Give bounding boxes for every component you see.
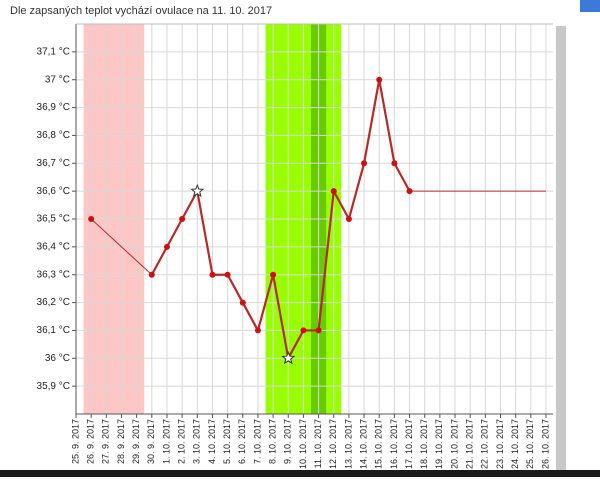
data-point xyxy=(88,216,95,222)
x-tick-label: 20. 10. 2017 xyxy=(449,419,459,469)
x-tick-label: 24. 10. 2017 xyxy=(510,419,520,469)
y-tick-label: 36,8 °C xyxy=(37,130,70,141)
y-tick-label: 37 °C xyxy=(45,74,70,85)
star-point xyxy=(281,350,296,365)
x-tick-label: 2. 10. 2017 xyxy=(177,419,187,464)
x-tick-label: 9. 10. 2017 xyxy=(283,419,293,464)
x-tick-label: 30. 9. 2017 xyxy=(146,419,156,464)
y-tick-label: 36,2 °C xyxy=(37,297,70,308)
x-tick-label: 1. 10. 2017 xyxy=(161,419,171,464)
data-point xyxy=(300,327,307,334)
y-tick-label: 36,1 °C xyxy=(37,325,70,336)
y-tick-label: 36,7 °C xyxy=(37,158,70,169)
x-tick-label: 25. 9. 2017 xyxy=(70,419,80,464)
y-tick-label: 35,9 °C xyxy=(37,381,70,392)
x-tick-label: 22. 10. 2017 xyxy=(480,419,490,469)
x-tick-label: 26. 10. 2017 xyxy=(540,419,550,469)
data-point xyxy=(148,271,155,278)
gap-connector xyxy=(90,218,153,276)
taskbar xyxy=(0,470,600,477)
x-tick-label: 13. 10. 2017 xyxy=(343,419,353,469)
x-tick-label: 6. 10. 2017 xyxy=(237,419,247,464)
x-tick-label: 7. 10. 2017 xyxy=(252,419,262,464)
x-tick-label: 12. 10. 2017 xyxy=(328,419,338,469)
x-tick-label: 15. 10. 2017 xyxy=(374,419,384,469)
window-edge xyxy=(580,0,600,12)
x-tick-label: 8. 10. 2017 xyxy=(267,419,277,464)
data-point xyxy=(391,160,398,167)
x-tick-label: 17. 10. 2017 xyxy=(404,419,414,469)
x-tick-label: 10. 10. 2017 xyxy=(298,419,308,469)
star-point xyxy=(190,183,205,198)
x-tick-label: 25. 10. 2017 xyxy=(525,419,535,469)
data-point xyxy=(224,271,231,278)
data-point xyxy=(361,160,368,167)
data-point xyxy=(239,299,246,306)
x-tick-label: 16. 10. 2017 xyxy=(389,419,399,469)
data-point xyxy=(209,271,216,278)
x-tick-label: 14. 10. 2017 xyxy=(358,419,368,469)
data-point xyxy=(345,216,352,222)
data-point xyxy=(254,327,261,334)
data-point xyxy=(315,327,322,334)
x-tick-label: 27. 9. 2017 xyxy=(101,419,111,464)
y-tick-label: 36,4 °C xyxy=(37,241,70,252)
y-tick-label: 36,5 °C xyxy=(37,214,70,225)
x-tick-label: 21. 10. 2017 xyxy=(465,419,475,469)
data-point xyxy=(406,188,413,195)
x-tick-label: 19. 10. 2017 xyxy=(434,419,444,469)
data-point xyxy=(179,216,186,222)
data-point xyxy=(376,76,383,83)
x-tick-label: 18. 10. 2017 xyxy=(419,419,429,469)
y-tick-label: 36,6 °C xyxy=(37,186,70,197)
x-tick-label: 11. 10. 2017 xyxy=(313,419,323,468)
x-tick-label: 5. 10. 2017 xyxy=(222,419,232,464)
x-tick-label: 3. 10. 2017 xyxy=(192,419,202,464)
x-tick-label: 4. 10. 2017 xyxy=(207,419,217,464)
x-tick-label: 28. 9. 2017 xyxy=(116,419,126,464)
chart-title: Dle zapsaných teplot vychází ovulace na … xyxy=(10,5,272,17)
x-tick-label: 26. 9. 2017 xyxy=(86,419,96,464)
y-tick-label: 36,3 °C xyxy=(37,269,70,280)
y-tick-label: 36 °C xyxy=(45,353,70,364)
data-point xyxy=(163,243,170,250)
data-point xyxy=(330,188,337,195)
y-tick-label: 36,9 °C xyxy=(37,102,70,113)
data-point xyxy=(270,271,277,278)
x-tick-label: 23. 10. 2017 xyxy=(495,419,505,469)
x-tick-label: 29. 9. 2017 xyxy=(131,419,141,464)
scrollbar[interactable] xyxy=(556,26,566,470)
y-tick-label: 37,1 °C xyxy=(37,46,70,57)
